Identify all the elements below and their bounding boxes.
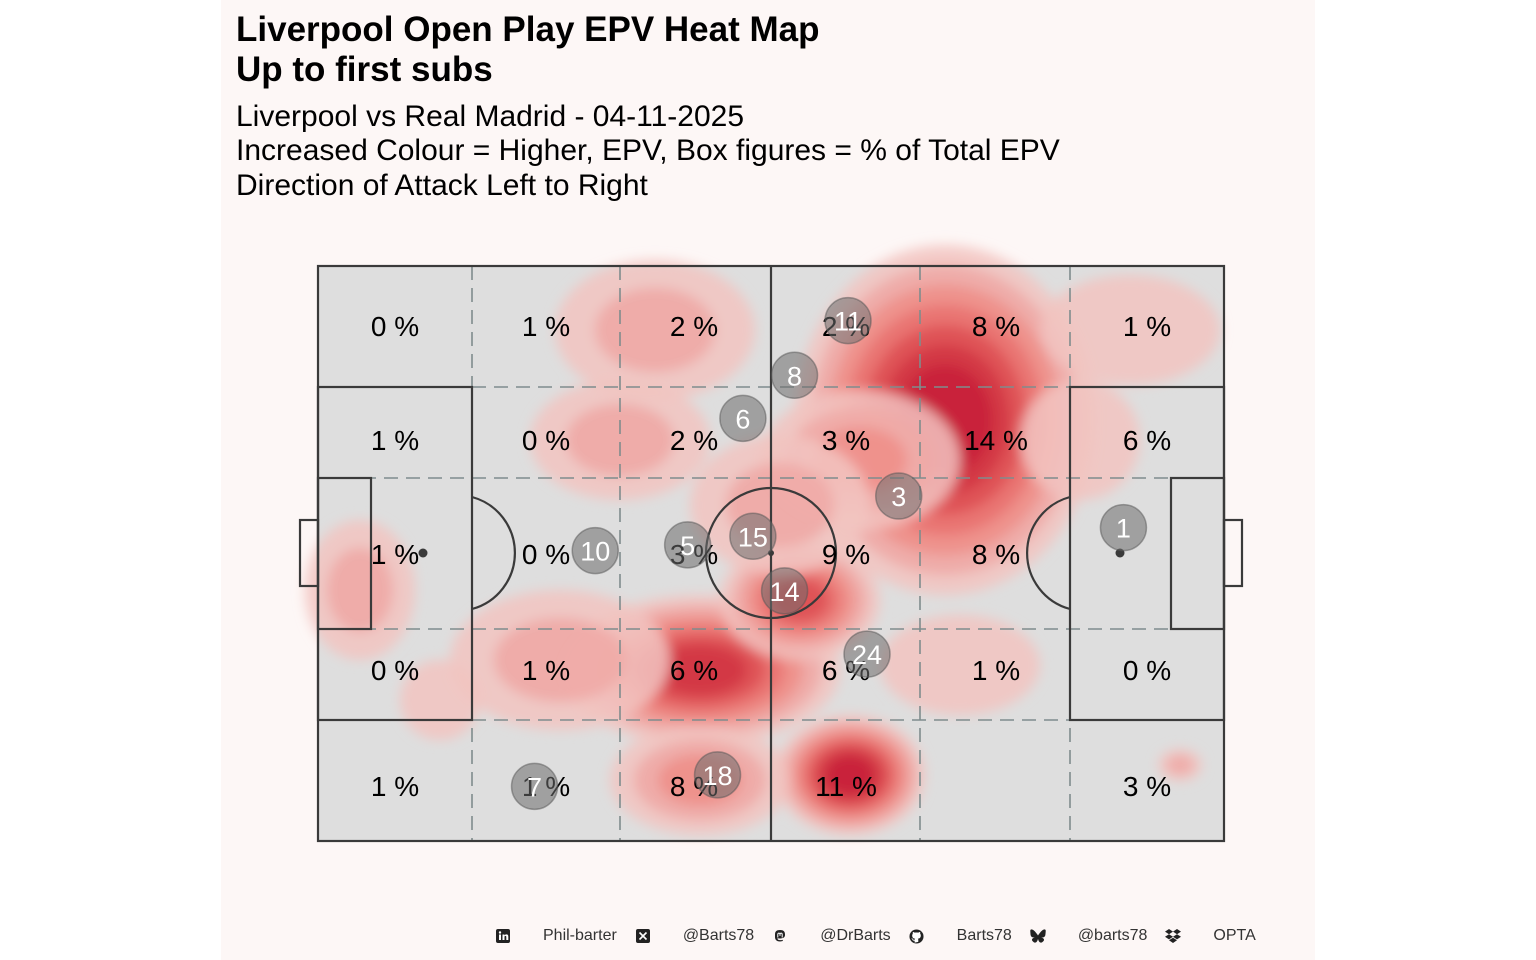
zone-percentage-label: 1 % — [972, 655, 1020, 686]
heat-contour — [327, 548, 393, 632]
heat-contour — [653, 645, 747, 695]
heat-contour — [566, 404, 674, 476]
player-number-label: 11 — [834, 307, 862, 337]
player-number-label: 15 — [738, 522, 768, 552]
left-penalty-spot — [418, 548, 428, 558]
player-number-label: 8 — [787, 361, 802, 391]
chart-subtitle-match: Liverpool vs Real Madrid - 04-11-2025 — [236, 100, 745, 133]
zone-percentage-label: 3 % — [1123, 771, 1171, 802]
right-penalty-arc — [1026, 495, 1071, 611]
player-marker-circle — [510, 762, 559, 811]
footer-credit-text: @DrBarts — [820, 927, 891, 944]
player-marker: 1 — [1099, 503, 1148, 552]
player-number-label: 10 — [580, 537, 610, 567]
heat-contour — [1020, 380, 1140, 500]
zone-percentage-label: 3 % — [822, 425, 870, 456]
zone-percentage-label: 0 % — [1123, 655, 1171, 686]
player-number-label: 14 — [770, 577, 800, 607]
player-marker: 15 — [729, 512, 777, 560]
player-marker-circle — [729, 512, 777, 560]
player-number-label: 24 — [852, 640, 882, 670]
footer-credit-text: Barts78 — [956, 927, 1012, 944]
dropbox-icon — [1165, 928, 1182, 944]
chart-subtitle-legend: Increased Colour = Higher, EPV, Box figu… — [236, 134, 1060, 167]
zone-percentage-label: 6 % — [1123, 425, 1171, 456]
linkedin-icon — [495, 928, 511, 944]
zone-percentage-label: 1 % — [1123, 311, 1171, 342]
player-marker: 14 — [760, 567, 809, 615]
right-goal — [1222, 518, 1244, 588]
footer-credit-text: OPTA — [1213, 927, 1256, 944]
mastodon-icon — [772, 928, 788, 944]
player-marker-circle — [663, 521, 712, 569]
player-marker-circle — [1099, 503, 1148, 552]
player-marker: 3 — [874, 472, 923, 520]
zone-percentage-label: 9 % — [822, 539, 870, 570]
player-marker: 11 — [824, 296, 872, 345]
player-marker: 7 — [510, 762, 559, 811]
player-marker-circle — [824, 296, 872, 345]
zone-percentage-label: 2 % — [670, 311, 718, 342]
player-number-label: 3 — [891, 482, 906, 512]
player-number-label: 1 — [1116, 514, 1131, 544]
zone-percentage-label: 6 % — [670, 655, 718, 686]
footer-credits: Phil-barter @Barts78 @DrBarts Barts78 @barts… — [495, 924, 1274, 948]
player-marker: 6 — [719, 394, 767, 443]
zone-percentage-label: 14 % — [964, 425, 1028, 456]
player-number-label: 18 — [703, 761, 733, 791]
zone-percentage-label: 8 % — [972, 311, 1020, 342]
footer-credit-text: Phil-barter — [543, 927, 617, 944]
heat-contour — [826, 756, 874, 794]
footer-credit-text: @Barts78 — [682, 927, 755, 944]
zone-percentage-label: 1 % — [522, 311, 570, 342]
zone-percentage-label: 0 % — [522, 425, 570, 456]
player-marker-circle — [770, 351, 819, 399]
player-number-label: 5 — [680, 531, 695, 561]
x-twitter-icon — [635, 928, 651, 944]
player-marker-circle — [874, 472, 923, 520]
player-marker: 8 — [770, 351, 819, 399]
player-marker-circle — [843, 630, 891, 678]
player-marker: 5 — [663, 521, 712, 569]
zone-percentage-label: 8 % — [972, 539, 1020, 570]
github-icon — [909, 928, 925, 944]
player-marker-circle — [760, 567, 809, 615]
zone-percentage-label: 1 % — [371, 771, 419, 802]
player-number-label: 6 — [735, 404, 750, 434]
zone-percentage-label: 1 % — [522, 655, 570, 686]
chart-title-line-2: Up to first subs — [236, 50, 493, 89]
player-marker: 18 — [693, 751, 742, 799]
player-marker-circle — [719, 394, 767, 443]
heat-contour — [1040, 275, 1220, 385]
heat-contour — [494, 618, 626, 702]
heat-contour — [1166, 755, 1194, 775]
chart-title: Liverpool Open Play EPV Heat Map — [236, 10, 820, 49]
heat-contour — [595, 288, 715, 372]
player-marker: 24 — [843, 630, 891, 678]
chart-subtitle-direction: Direction of Attack Left to Right — [236, 169, 648, 202]
player-marker-circle — [571, 526, 619, 575]
zone-percentage-label: 0 % — [522, 539, 570, 570]
zone-percentage-label: 2 % — [670, 425, 718, 456]
player-number-label: 7 — [527, 772, 542, 802]
footer-credit-text: @barts78 — [1077, 927, 1148, 944]
zone-percentage-label: 0 % — [371, 655, 419, 686]
left-penalty-arc — [471, 495, 516, 611]
zone-percentage-label: 11 % — [815, 771, 877, 802]
bluesky-icon — [1030, 928, 1046, 944]
player-marker: 10 — [571, 526, 619, 575]
zone-percentage-label: 0 % — [371, 311, 419, 342]
zone-percentage-label: 1 % — [371, 539, 419, 570]
player-marker-circle — [693, 751, 742, 799]
left-goal — [298, 518, 320, 588]
zone-percentage-label: 1 % — [371, 425, 419, 456]
